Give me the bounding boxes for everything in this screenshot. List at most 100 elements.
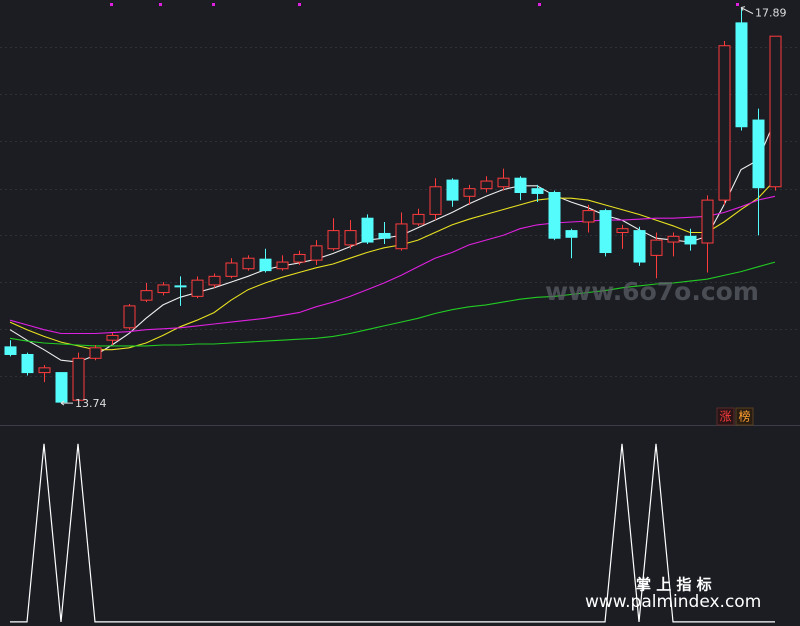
indicator-line <box>10 443 775 623</box>
candle-body <box>327 230 340 250</box>
candle <box>344 220 357 249</box>
candle <box>752 108 765 236</box>
candle-body <box>616 228 629 234</box>
candle <box>718 40 731 205</box>
marker <box>159 3 162 6</box>
candle-body <box>140 290 153 301</box>
candle-body <box>395 223 408 250</box>
candle <box>123 303 136 330</box>
candle-body <box>480 180 493 190</box>
candle <box>735 7 748 131</box>
candle-body <box>72 357 85 401</box>
candle-body <box>38 367 51 374</box>
candle-body <box>310 245 323 261</box>
candle <box>72 352 85 402</box>
candle <box>259 248 272 273</box>
candle-body <box>225 262 238 277</box>
candle <box>565 228 578 259</box>
candle-body <box>701 199 714 244</box>
candle <box>684 228 697 251</box>
candle <box>225 258 238 279</box>
candle <box>191 276 204 299</box>
candle <box>497 168 510 191</box>
candle <box>480 176 493 193</box>
candle-body <box>21 353 34 374</box>
candle-body <box>242 257 255 270</box>
badge[interactable]: 涨 <box>719 409 731 424</box>
candle <box>276 255 289 271</box>
moving-averages <box>9 119 776 363</box>
candle-body <box>769 35 782 188</box>
candle-body <box>208 275 221 286</box>
candle <box>395 212 408 251</box>
candle <box>463 184 476 205</box>
candle-body <box>259 258 272 272</box>
candle-body <box>531 188 544 194</box>
candle <box>650 232 663 279</box>
candle-body <box>276 261 289 270</box>
candle-body <box>514 177 527 193</box>
candle <box>412 208 425 226</box>
marker <box>736 3 739 6</box>
candle-body <box>548 191 561 239</box>
annotation-high: 17.89 <box>755 7 787 20</box>
watermark: www.6o7o.com <box>545 277 759 306</box>
candle-body <box>752 119 765 189</box>
badge-box <box>716 407 735 426</box>
candle <box>21 352 34 376</box>
candle <box>599 208 612 257</box>
candle-body <box>582 210 595 223</box>
candle-body <box>446 179 459 201</box>
ma-line <box>9 195 776 335</box>
annotation-arrow <box>740 6 754 15</box>
candle-body <box>497 177 510 188</box>
candle-body <box>293 253 306 263</box>
candle <box>327 218 340 251</box>
candle <box>514 176 527 201</box>
ma-line <box>9 119 776 363</box>
candle <box>361 214 374 244</box>
candle <box>157 282 170 296</box>
candle-body <box>633 230 646 263</box>
candle <box>616 224 629 249</box>
marker <box>298 3 301 6</box>
candle <box>378 222 391 244</box>
candle <box>701 195 714 273</box>
candle-body <box>378 232 391 239</box>
candle-body <box>412 213 425 225</box>
candle <box>89 344 102 361</box>
candle <box>548 190 561 241</box>
candle-body <box>684 235 697 245</box>
candle-body <box>344 230 357 246</box>
top-markers <box>110 3 739 6</box>
candle <box>531 184 544 203</box>
candle-body <box>429 186 442 215</box>
watermark: 掌 上 指 标 <box>636 576 712 594</box>
candle <box>633 226 646 266</box>
candle <box>446 178 459 207</box>
candle <box>4 340 17 357</box>
candle-body <box>123 305 136 329</box>
candle <box>769 35 782 191</box>
candle <box>38 364 51 383</box>
candle <box>55 372 68 404</box>
badge-box <box>735 407 754 426</box>
candle <box>106 332 119 345</box>
candle <box>293 250 306 265</box>
annotation-arrow <box>60 400 73 406</box>
candle-body <box>55 372 68 403</box>
candle-body <box>735 22 748 128</box>
candle <box>174 276 187 306</box>
candle <box>582 204 595 233</box>
candle-body <box>174 285 187 288</box>
watermark: www.palmindex.com <box>585 592 761 612</box>
candle-body <box>4 346 17 355</box>
candle-body <box>157 284 170 294</box>
badge[interactable]: 榜 <box>738 409 750 424</box>
candle <box>208 273 221 288</box>
marker <box>110 3 113 6</box>
candle-body <box>599 210 612 254</box>
